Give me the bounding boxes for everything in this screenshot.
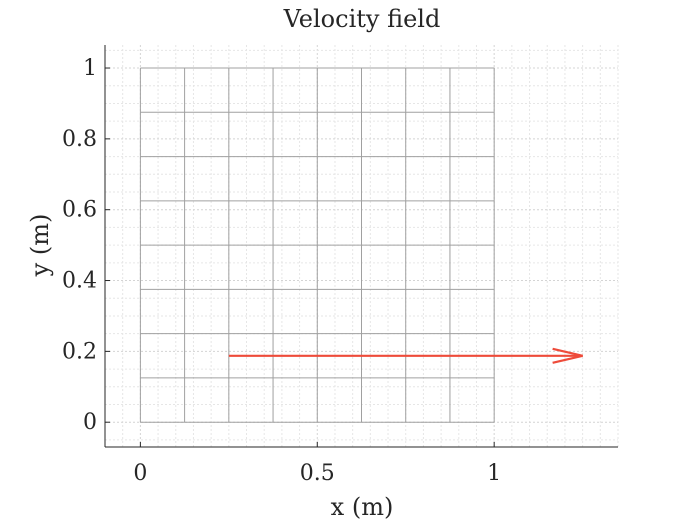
y-tick-label: 0 xyxy=(83,410,97,435)
x-tick-label: 0.5 xyxy=(300,461,335,486)
tick-labels: 0 0.5 1 0 0.2 0.4 0.6 0.8 1 xyxy=(62,56,501,486)
x-axis-label: x (m) xyxy=(331,493,394,521)
x-tick-label: 1 xyxy=(487,461,501,486)
y-axis-label: y (m) xyxy=(26,214,54,278)
y-tick-label: 1 xyxy=(83,56,97,81)
velocity-vector xyxy=(228,347,583,364)
y-tick-label: 0.2 xyxy=(62,339,97,364)
y-tick-label: 0.8 xyxy=(62,127,97,152)
y-tick-label: 0.6 xyxy=(62,198,97,223)
velocity-vectors xyxy=(228,347,583,364)
chart-title: Velocity field xyxy=(283,5,441,33)
x-tick-label: 0 xyxy=(133,461,147,486)
velocity-vector-head xyxy=(552,347,583,364)
mesh xyxy=(139,67,495,423)
y-tick-label: 0.4 xyxy=(62,269,97,294)
axes xyxy=(104,45,618,448)
